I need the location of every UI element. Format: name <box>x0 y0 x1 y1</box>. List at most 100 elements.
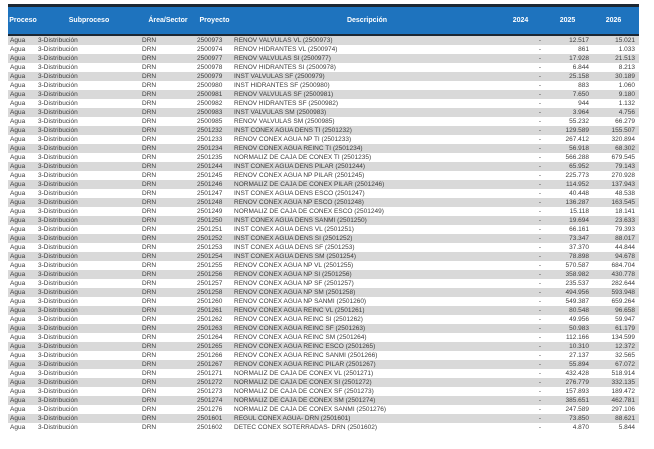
cell-2026: 134.599 <box>611 334 636 341</box>
cell-2025: 50.983 <box>569 325 589 332</box>
cell-2025: 80.548 <box>569 307 589 314</box>
cell-subproceso: 3-Distribución <box>38 208 78 215</box>
cell-proyecto: 2501267 <box>197 361 223 368</box>
cell-proceso: Agua <box>10 91 26 98</box>
cell-subproceso: 3-Distribución <box>38 55 78 62</box>
cell-2026: 679.545 <box>611 154 636 161</box>
table-row: Agua 3-Distribución DRN 2501244 INST CON… <box>8 162 639 171</box>
cell-subproceso: 3-Distribución <box>38 388 78 395</box>
cell-proyecto: 2500980 <box>197 82 223 89</box>
cell-2025: 12.517 <box>569 37 589 44</box>
cell-descripcion: RENOV CONEX AGUA NP VL (2501255) <box>234 262 354 269</box>
cell-area-sector: DRN <box>142 226 157 233</box>
cell-2026: 79.143 <box>615 163 635 170</box>
cell-area-sector: DRN <box>142 343 157 350</box>
cell-descripcion: NORMALIZ DE CAJA DE CONEX SM (2501274) <box>234 397 376 404</box>
cell-proceso: Agua <box>10 280 26 287</box>
cell-proceso: Agua <box>10 136 26 143</box>
cell-descripcion: RENOV CONEX AGUA NP PILAR (2501245) <box>234 172 365 179</box>
cell-proyecto: 2501246 <box>197 181 223 188</box>
cell-2026: 5.844 <box>618 424 635 431</box>
cell-subproceso: 3-Distribución <box>38 244 78 251</box>
cell-area-sector: DRN <box>142 46 157 53</box>
cell-proceso: Agua <box>10 235 26 242</box>
cell-2025: 3.964 <box>572 109 589 116</box>
cell-2025: 27.137 <box>569 352 589 359</box>
cell-area-sector: DRN <box>142 136 157 143</box>
cell-proyecto: 2501233 <box>197 136 223 143</box>
cell-subproceso: 3-Distribución <box>38 199 78 206</box>
table-row: Agua 3-Distribución DRN 2501276 NORMALIZ… <box>8 405 639 414</box>
cell-proyecto: 2501252 <box>197 235 223 242</box>
cell-area-sector: DRN <box>142 55 157 62</box>
cell-2026: 593.948 <box>611 289 636 296</box>
cell-2026: 59.947 <box>615 316 635 323</box>
cell-2024: - <box>538 307 541 314</box>
cell-2024: - <box>538 289 541 296</box>
cell-proceso: Agua <box>10 145 26 152</box>
cell-subproceso: 3-Distribución <box>38 280 78 287</box>
cell-2025: 566.288 <box>565 154 590 161</box>
cell-area-sector: DRN <box>142 244 157 251</box>
cell-2025: 40.448 <box>569 190 589 197</box>
cell-subproceso: 3-Distribución <box>38 226 78 233</box>
column-header-subproceso: Subproceso <box>68 17 110 24</box>
cell-proyecto: 2501263 <box>197 325 223 332</box>
cell-proceso: Agua <box>10 154 26 161</box>
cell-2024: - <box>538 73 541 80</box>
table-row: Agua 3-Distribución DRN 2501255 RENOV CO… <box>8 261 639 270</box>
cell-proyecto: 2501254 <box>197 253 223 260</box>
cell-subproceso: 3-Distribución <box>38 181 78 188</box>
cell-subproceso: 3-Distribución <box>38 190 78 197</box>
cell-area-sector: DRN <box>142 352 157 359</box>
cell-2024: - <box>538 235 541 242</box>
cell-2024: - <box>538 118 541 125</box>
table-row: Agua 3-Distribución DRN 2501232 INST CON… <box>8 126 639 135</box>
cell-2026: 9.180 <box>618 91 635 98</box>
cell-descripcion: NORMALIZ DE CAJA DE CONEX VL (2501271) <box>234 370 374 377</box>
cell-descripcion: RENOV CONEX AGUA REINC TI (2501234) <box>234 145 363 152</box>
cell-2025: 17.928 <box>569 55 589 62</box>
cell-2026: 297.106 <box>611 406 636 413</box>
table-row: Agua 3-Distribución DRN 2501252 INST CON… <box>8 234 639 243</box>
cell-2026: 163.545 <box>611 199 636 206</box>
table-row: Agua 3-Distribución DRN 2501601 REGUL CO… <box>8 414 639 423</box>
table-row: Agua 3-Distribución DRN 2500985 RENOV VA… <box>8 117 639 126</box>
cell-descripcion: RENOV CONEX AGUA NP TI (2501233) <box>234 136 352 143</box>
cell-area-sector: DRN <box>142 91 157 98</box>
cell-area-sector: DRN <box>142 235 157 242</box>
cell-subproceso: 3-Distribución <box>38 307 78 314</box>
cell-proceso: Agua <box>10 262 26 269</box>
cell-proceso: Agua <box>10 190 26 197</box>
cell-proceso: Agua <box>10 208 26 215</box>
cell-proyecto: 2501249 <box>197 208 223 215</box>
cell-proceso: Agua <box>10 397 26 404</box>
cell-proceso: Agua <box>10 217 26 224</box>
cell-2025: 73.850 <box>569 415 589 422</box>
table-row: Agua 3-Distribución DRN 2501233 RENOV CO… <box>8 135 639 144</box>
cell-2025: 267.412 <box>565 136 590 143</box>
cell-descripcion: RENOV CONEX AGUA NP SANMI (2501260) <box>234 298 367 305</box>
cell-2024: - <box>538 370 541 377</box>
cell-area-sector: DRN <box>142 289 157 296</box>
cell-area-sector: DRN <box>142 145 157 152</box>
cell-2025: 56.918 <box>569 145 589 152</box>
cell-area-sector: DRN <box>142 199 157 206</box>
cell-proceso: Agua <box>10 181 26 188</box>
cell-proceso: Agua <box>10 226 26 233</box>
cell-2024: - <box>538 388 541 395</box>
cell-proceso: Agua <box>10 298 26 305</box>
cell-2025: 549.387 <box>565 298 590 305</box>
cell-2024: - <box>538 244 541 251</box>
cell-2025: 55.232 <box>569 118 589 125</box>
cell-proyecto: 2501260 <box>197 298 223 305</box>
cell-proyecto: 2501247 <box>197 190 223 197</box>
cell-descripcion: RENOV CONEX AGUA NP SM (2501258) <box>234 289 356 296</box>
cell-2025: 15.118 <box>569 208 589 215</box>
cell-area-sector: DRN <box>142 316 157 323</box>
cell-descripcion: NORMALIZ DE CAJA DE CONEX ESCO (2501249) <box>234 208 384 215</box>
column-header-proyecto: Proyecto <box>199 17 230 24</box>
cell-2024: - <box>538 145 541 152</box>
cell-proyecto: 2500983 <box>197 109 223 116</box>
